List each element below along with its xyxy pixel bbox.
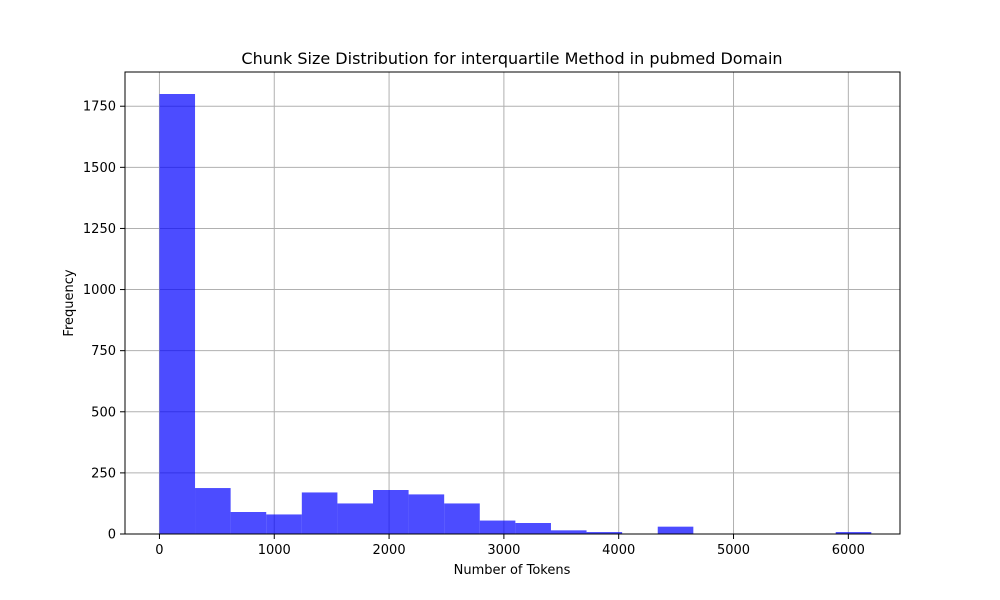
y-tick-label: 500 [91,405,116,420]
histogram-bar [301,492,338,534]
plot-area-frame [124,71,901,535]
histogram-bar [159,94,196,534]
histogram-bar [479,520,516,534]
histogram-bar [444,503,480,534]
histogram-bar [230,512,267,534]
histogram-bar [373,490,409,534]
x-tick-label: 4000 [602,543,635,558]
y-tick-label: 1750 [83,100,116,115]
histogram-bar [337,503,373,534]
histogram-bar [408,494,445,534]
x-tick-label: 0 [155,543,163,558]
histogram-bar [550,530,587,534]
y-axis-label: Frequency [62,269,77,336]
histogram-bar [586,532,623,534]
y-tick-label: 1000 [83,283,116,298]
x-tick-label: 6000 [832,543,865,558]
y-tick-label: 1250 [83,222,116,237]
y-axis-ticks: 0 250 500 750 1000 1250 1500 1750 [83,100,125,543]
x-tick-label: 1000 [258,543,291,558]
x-tick-label: 2000 [373,543,406,558]
histogram-bar [266,514,302,534]
histogram-bar [657,526,694,534]
y-tick-label: 750 [91,344,116,359]
y-tick-label: 250 [91,466,116,481]
chart-title: Chunk Size Distribution for interquartil… [241,49,782,68]
y-tick-label: 1500 [83,161,116,176]
histogram-bar [195,488,231,534]
y-tick-label: 0 [108,528,116,543]
x-axis-label: Number of Tokens [454,563,571,578]
x-tick-label: 5000 [717,543,750,558]
histogram-bar [515,523,551,534]
histogram-bars [159,94,872,534]
x-tick-label: 3000 [487,543,520,558]
x-axis-ticks: 0 1000 2000 3000 4000 5000 6000 [155,534,865,558]
grid-lines [125,72,900,535]
histogram-bar [835,532,872,534]
